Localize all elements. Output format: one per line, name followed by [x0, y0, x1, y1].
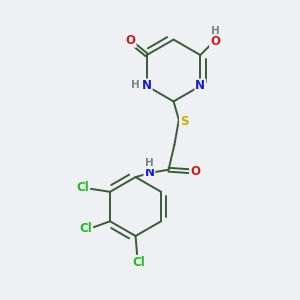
Text: H: H	[145, 158, 154, 168]
Text: N: N	[142, 80, 152, 92]
Text: N: N	[144, 166, 154, 179]
Text: N: N	[195, 80, 205, 92]
Text: O: O	[210, 35, 220, 48]
Text: S: S	[180, 115, 188, 128]
Text: O: O	[190, 165, 200, 178]
Text: O: O	[126, 34, 136, 47]
Text: Cl: Cl	[132, 256, 145, 269]
Text: H: H	[211, 26, 219, 37]
Text: Cl: Cl	[76, 181, 89, 194]
Text: Cl: Cl	[79, 222, 92, 235]
Text: H: H	[131, 80, 140, 90]
